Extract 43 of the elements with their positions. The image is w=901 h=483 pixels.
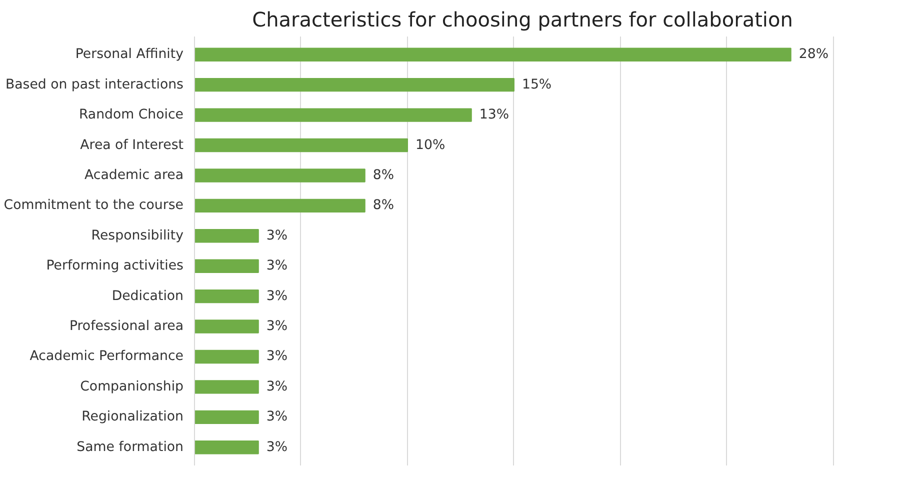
y-tick-label: Academic area: [84, 168, 184, 183]
y-tick-label: Personal Affinity: [75, 47, 184, 62]
data-label: 3%: [266, 288, 288, 304]
y-tick-label: Responsibility: [91, 228, 184, 244]
y-tick-label: Random Choice: [78, 108, 184, 123]
y-tick-label: Commitment to the course: [4, 198, 184, 214]
bar: [194, 168, 366, 182]
bar: [194, 440, 259, 454]
data-label: 3%: [266, 440, 288, 455]
bar: [194, 198, 366, 213]
bar: [194, 78, 514, 92]
bar: [194, 108, 472, 122]
data-label: 13%: [479, 108, 510, 123]
data-label: 3%: [266, 379, 288, 394]
y-tick-label: Based on past interactions: [5, 77, 184, 92]
data-label: 8%: [372, 198, 394, 214]
y-tick-label: Dedication: [112, 288, 184, 304]
data-label: 15%: [522, 77, 552, 92]
y-tick-label: Area of Interest: [80, 138, 184, 153]
data-label: 3%: [266, 228, 288, 244]
y-tick-label: Same formation: [76, 440, 184, 455]
data-label: 3%: [266, 349, 288, 364]
data-label: 3%: [266, 258, 288, 274]
bar: [194, 259, 259, 273]
bar: [194, 229, 259, 243]
data-label: 3%: [266, 319, 288, 334]
y-tick-label: Professional area: [69, 319, 184, 334]
y-tick-label: Companionship: [80, 379, 184, 394]
bar: [194, 410, 259, 424]
bar: [194, 320, 259, 334]
chart-title: Characteristics for choosing partners for collaboration: [252, 8, 793, 32]
bar: [194, 48, 792, 62]
y-tick-label: Performing activities: [46, 258, 184, 274]
bar: [194, 289, 259, 304]
y-tick-label: Academic Performance: [30, 349, 184, 364]
data-label: 10%: [415, 138, 446, 153]
data-label: 8%: [372, 168, 394, 183]
y-tick-label: Regionalization: [82, 410, 184, 425]
data-label: 3%: [266, 410, 288, 425]
data-label: 28%: [798, 47, 828, 62]
bar: [194, 350, 259, 364]
bar: [194, 380, 259, 394]
bar: [194, 138, 408, 152]
